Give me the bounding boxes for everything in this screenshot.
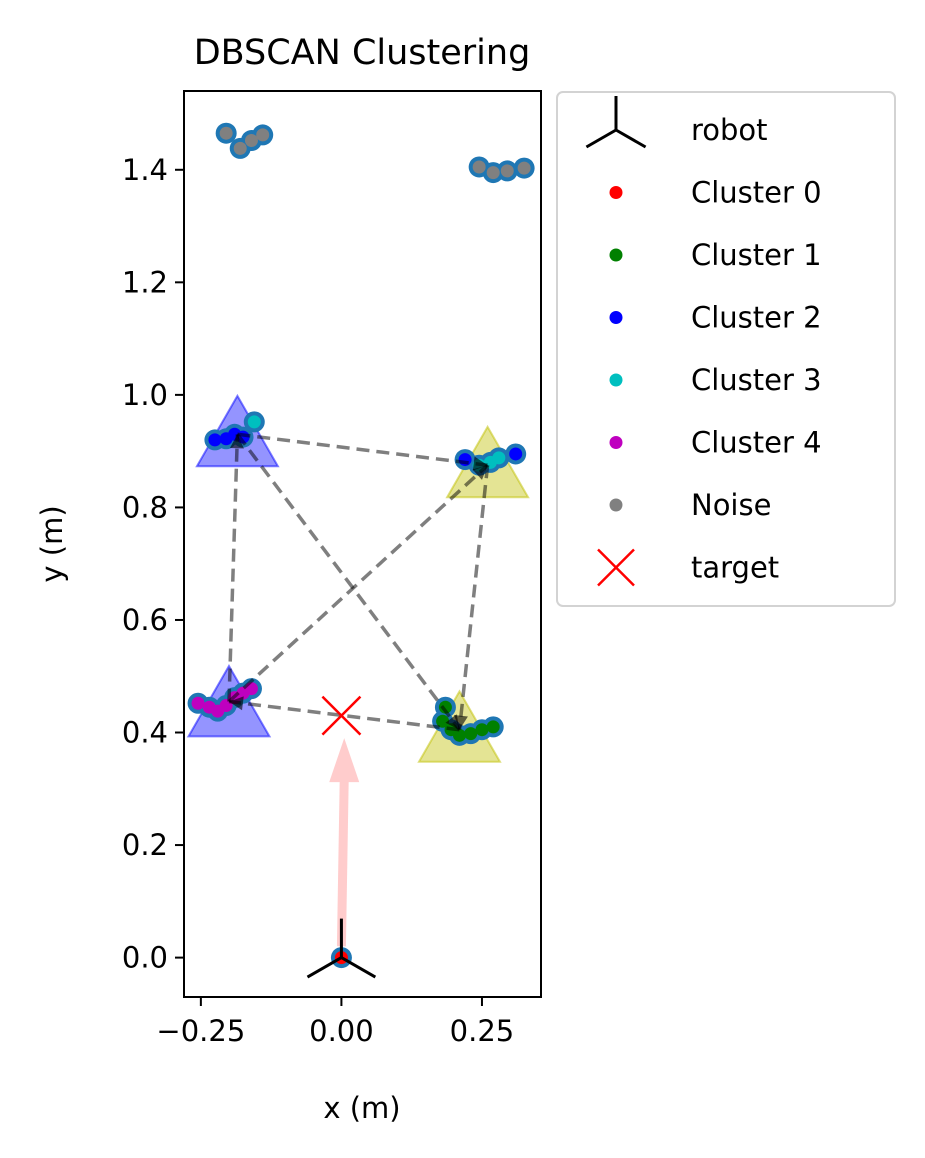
path-arrowhead-0 [229, 434, 244, 449]
legend-label-0: robot [691, 113, 768, 147]
legend-label-1: Cluster 0 [691, 176, 822, 210]
y-axis: 0.0 0.2 0.4 0.6 0.8 1.0 1.2 1.4 [122, 153, 184, 975]
cluster-1-point-3 [452, 728, 466, 742]
path-segment-0 [227, 434, 240, 702]
legend-label-7: target [691, 551, 779, 585]
legend-dot-icon-2 [609, 248, 623, 262]
cluster-5-point-3 [256, 128, 270, 142]
legend-label-4: Cluster 3 [691, 363, 822, 397]
y-tick-label-3: 0.6 [122, 603, 168, 637]
legend-item-6: Noise [609, 488, 771, 522]
legend-item-5: Cluster 4 [609, 426, 822, 460]
y-axis-label: y (m) [35, 505, 69, 582]
legend-dot-icon-3 [609, 311, 623, 324]
y-tick-label-2: 0.4 [122, 716, 168, 750]
path-arrowhead-4 [472, 465, 488, 480]
path-arrowhead-3 [228, 696, 244, 711]
cluster-5-point-0 [219, 126, 233, 140]
cluster-1-point-5 [475, 723, 489, 737]
y-tick-label-0: 0.0 [122, 941, 168, 975]
x-tick-label-2: 0.25 [450, 1014, 515, 1048]
cluster-5-point-5 [486, 166, 500, 180]
legend: robot Cluster 0 Cluster 1 Cluster 2 Cluster … [556, 91, 896, 607]
legend-frame [556, 91, 896, 607]
cluster-3-point-3 [492, 451, 506, 465]
x-axis-label: x (m) [323, 1091, 400, 1125]
legend-item-1: Cluster 0 [609, 176, 822, 210]
cluster-1-point-1 [438, 700, 452, 714]
cluster-5-point-1 [233, 141, 247, 155]
legend-item-3: Cluster 2 [609, 301, 822, 335]
legend-target-icon [597, 548, 635, 587]
legend-dot-icon-4 [609, 373, 623, 387]
legend-label-5: Cluster 4 [691, 426, 822, 460]
path-arrowhead-1 [472, 456, 488, 471]
x-tick-label-1: 0.00 [309, 1014, 374, 1048]
legend-robot-icon [585, 96, 647, 149]
path-segment-5 [236, 433, 461, 731]
cluster-1-point-4 [464, 727, 478, 741]
legend-item-7: target [597, 548, 779, 587]
legend-dot-icon-5 [609, 436, 623, 449]
legend-dot-icon-6 [609, 498, 623, 512]
cluster-4-point-0 [191, 696, 205, 710]
path-segment-1 [237, 432, 488, 467]
cluster-3-point-0 [247, 415, 261, 429]
x-axis: −0.25 0.00 0.25 [156, 997, 514, 1048]
y-tick-label-4: 0.8 [122, 490, 168, 524]
legend-item-0: robot [585, 96, 768, 149]
heading-arrow-shaft [336, 778, 349, 947]
cluster-5-point-7 [517, 161, 531, 175]
robot-marker [306, 918, 377, 979]
y-tick-label-6: 1.2 [122, 265, 168, 299]
target-marker [321, 695, 362, 736]
y-tick-label-1: 0.2 [122, 828, 168, 862]
plot-frame [183, 90, 542, 998]
cluster-1-point-6 [486, 720, 500, 734]
cluster-5-point-4 [472, 160, 486, 174]
heading-arrow-head [329, 738, 360, 783]
path-arrowhead-5 [445, 714, 460, 730]
path-arrowhead-2 [453, 715, 468, 730]
y-tick-label-7: 1.4 [122, 153, 168, 187]
legend-item-2: Cluster 1 [609, 238, 822, 272]
cluster-5-point-2 [244, 134, 258, 148]
legend-label-6: Noise [691, 488, 771, 522]
plot-area [186, 122, 535, 979]
cluster-5-point-6 [500, 164, 514, 178]
legend-dot-icon-1 [609, 186, 623, 199]
chart-title: DBSCAN Clustering [194, 33, 531, 73]
cluster-2-point-0 [208, 433, 222, 447]
cluster-2-point-5 [509, 447, 523, 461]
y-tick-label-5: 1.0 [122, 378, 168, 412]
cluster-1-point-0 [436, 714, 450, 728]
legend-label-3: Cluster 2 [691, 301, 822, 335]
path-segment-4 [227, 463, 489, 703]
legend-item-4: Cluster 3 [609, 363, 822, 397]
path-segment-2 [457, 465, 490, 730]
legend-label-2: Cluster 1 [691, 238, 822, 272]
x-tick-label-0: −0.25 [156, 1014, 245, 1048]
